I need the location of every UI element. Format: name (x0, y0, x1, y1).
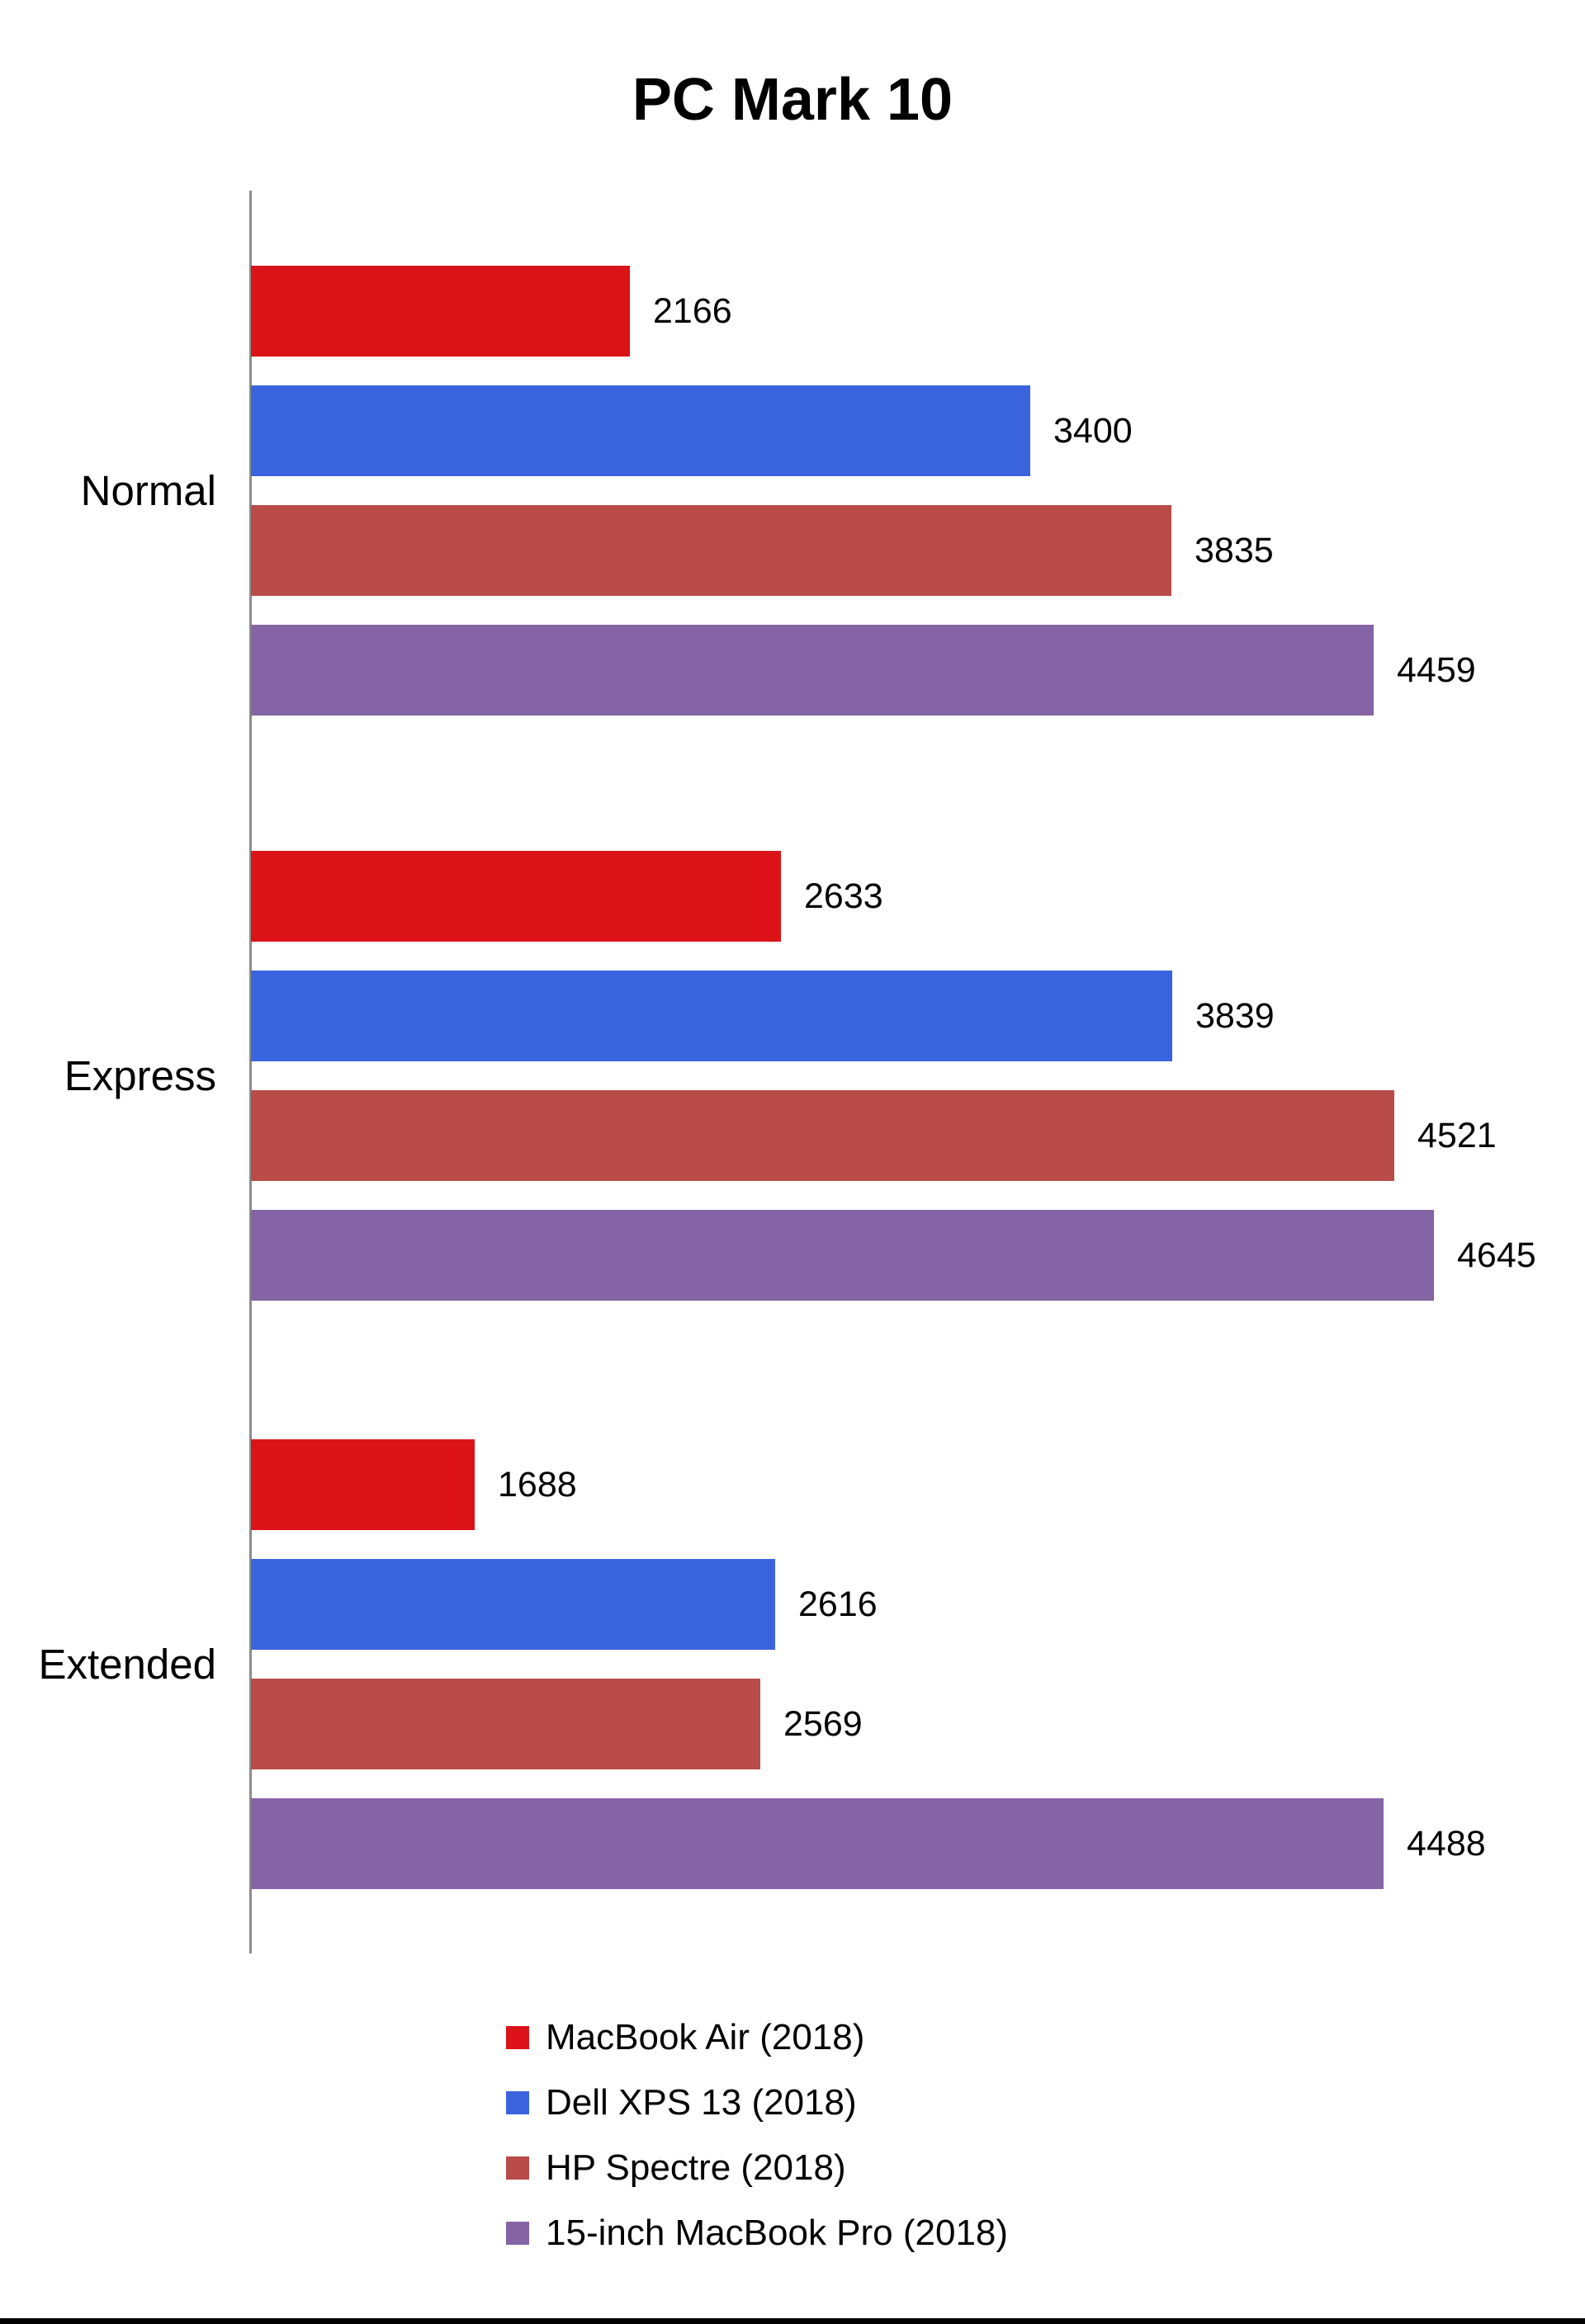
legend-label: MacBook Air (2018) (546, 2016, 865, 2057)
value-label: 2633 (804, 876, 883, 916)
value-label: 4459 (1397, 649, 1476, 690)
bar-row: 2569 (251, 1679, 863, 1769)
value-label: 2166 (653, 290, 732, 331)
value-label: 1688 (498, 1464, 577, 1504)
legend-label: Dell XPS 13 (2018) (546, 2081, 857, 2123)
legend-item-hp-spectre-2018: HP Spectre (2018) (506, 2135, 1008, 2200)
bar-hp-spectre-2018-express (251, 1090, 1394, 1181)
value-label: 3400 (1053, 410, 1133, 451)
legend-swatch-icon (506, 2025, 529, 2049)
value-label: 2616 (798, 1584, 878, 1624)
legend-item-macbook-air-2018: MacBook Air (2018) (506, 2005, 1008, 2070)
value-label: 2569 (783, 1703, 863, 1744)
category-axis-line (249, 191, 252, 1953)
category-label-normal: Normal (80, 466, 216, 514)
bar-row: 4645 (251, 1210, 1536, 1301)
bar-15-inch-macbook-pro-2018-extended (251, 1798, 1384, 1889)
bar-row: 4488 (251, 1798, 1486, 1889)
value-label: 4488 (1407, 1823, 1486, 1863)
bar-dell-xps-13-2018-express (251, 971, 1172, 1061)
bottom-border (0, 2318, 1585, 2324)
bar-row: 3839 (251, 971, 1275, 1061)
value-label: 3839 (1195, 995, 1275, 1036)
bar-macbook-air-2018-express (251, 851, 781, 942)
bar-row: 1688 (251, 1439, 577, 1530)
legend-item-dell-xps-13-2018: Dell XPS 13 (2018) (506, 2070, 1008, 2135)
chart-title: PC Mark 10 (632, 67, 953, 133)
legend-swatch-icon (506, 2156, 529, 2180)
legend-item-15-inch-macbook-pro-2018: 15-inch MacBook Pro (2018) (506, 2200, 1008, 2265)
bar-row: 2616 (251, 1559, 878, 1650)
bar-15-inch-macbook-pro-2018-express (251, 1210, 1434, 1301)
category-label-extended: Extended (38, 1640, 216, 1688)
legend-label: HP Spectre (2018) (546, 2147, 846, 2188)
bar-dell-xps-13-2018-extended (251, 1559, 775, 1650)
bar-macbook-air-2018-normal (251, 266, 630, 357)
value-label: 4521 (1417, 1115, 1497, 1155)
bar-hp-spectre-2018-normal (251, 505, 1171, 596)
legend-swatch-icon (506, 2221, 529, 2245)
value-label: 3835 (1195, 530, 1274, 570)
bar-hp-spectre-2018-extended (251, 1679, 760, 1769)
bar-macbook-air-2018-extended (251, 1439, 475, 1530)
bar-row: 2166 (251, 266, 732, 357)
legend-label: 15-inch MacBook Pro (2018) (546, 2212, 1009, 2253)
bar-15-inch-macbook-pro-2018-normal (251, 625, 1374, 716)
bar-row: 3835 (251, 505, 1274, 596)
legend-swatch-icon (506, 2090, 529, 2114)
value-label: 4645 (1457, 1235, 1536, 1275)
bar-row: 4459 (251, 625, 1476, 716)
bar-dell-xps-13-2018-normal (251, 385, 1030, 476)
bar-row: 4521 (251, 1090, 1497, 1181)
bar-row: 2633 (251, 851, 883, 942)
bar-row: 3400 (251, 385, 1133, 476)
legend: MacBook Air (2018) Dell XPS 13 (2018) HP S… (506, 2005, 1008, 2265)
category-label-express: Express (64, 1051, 216, 1099)
